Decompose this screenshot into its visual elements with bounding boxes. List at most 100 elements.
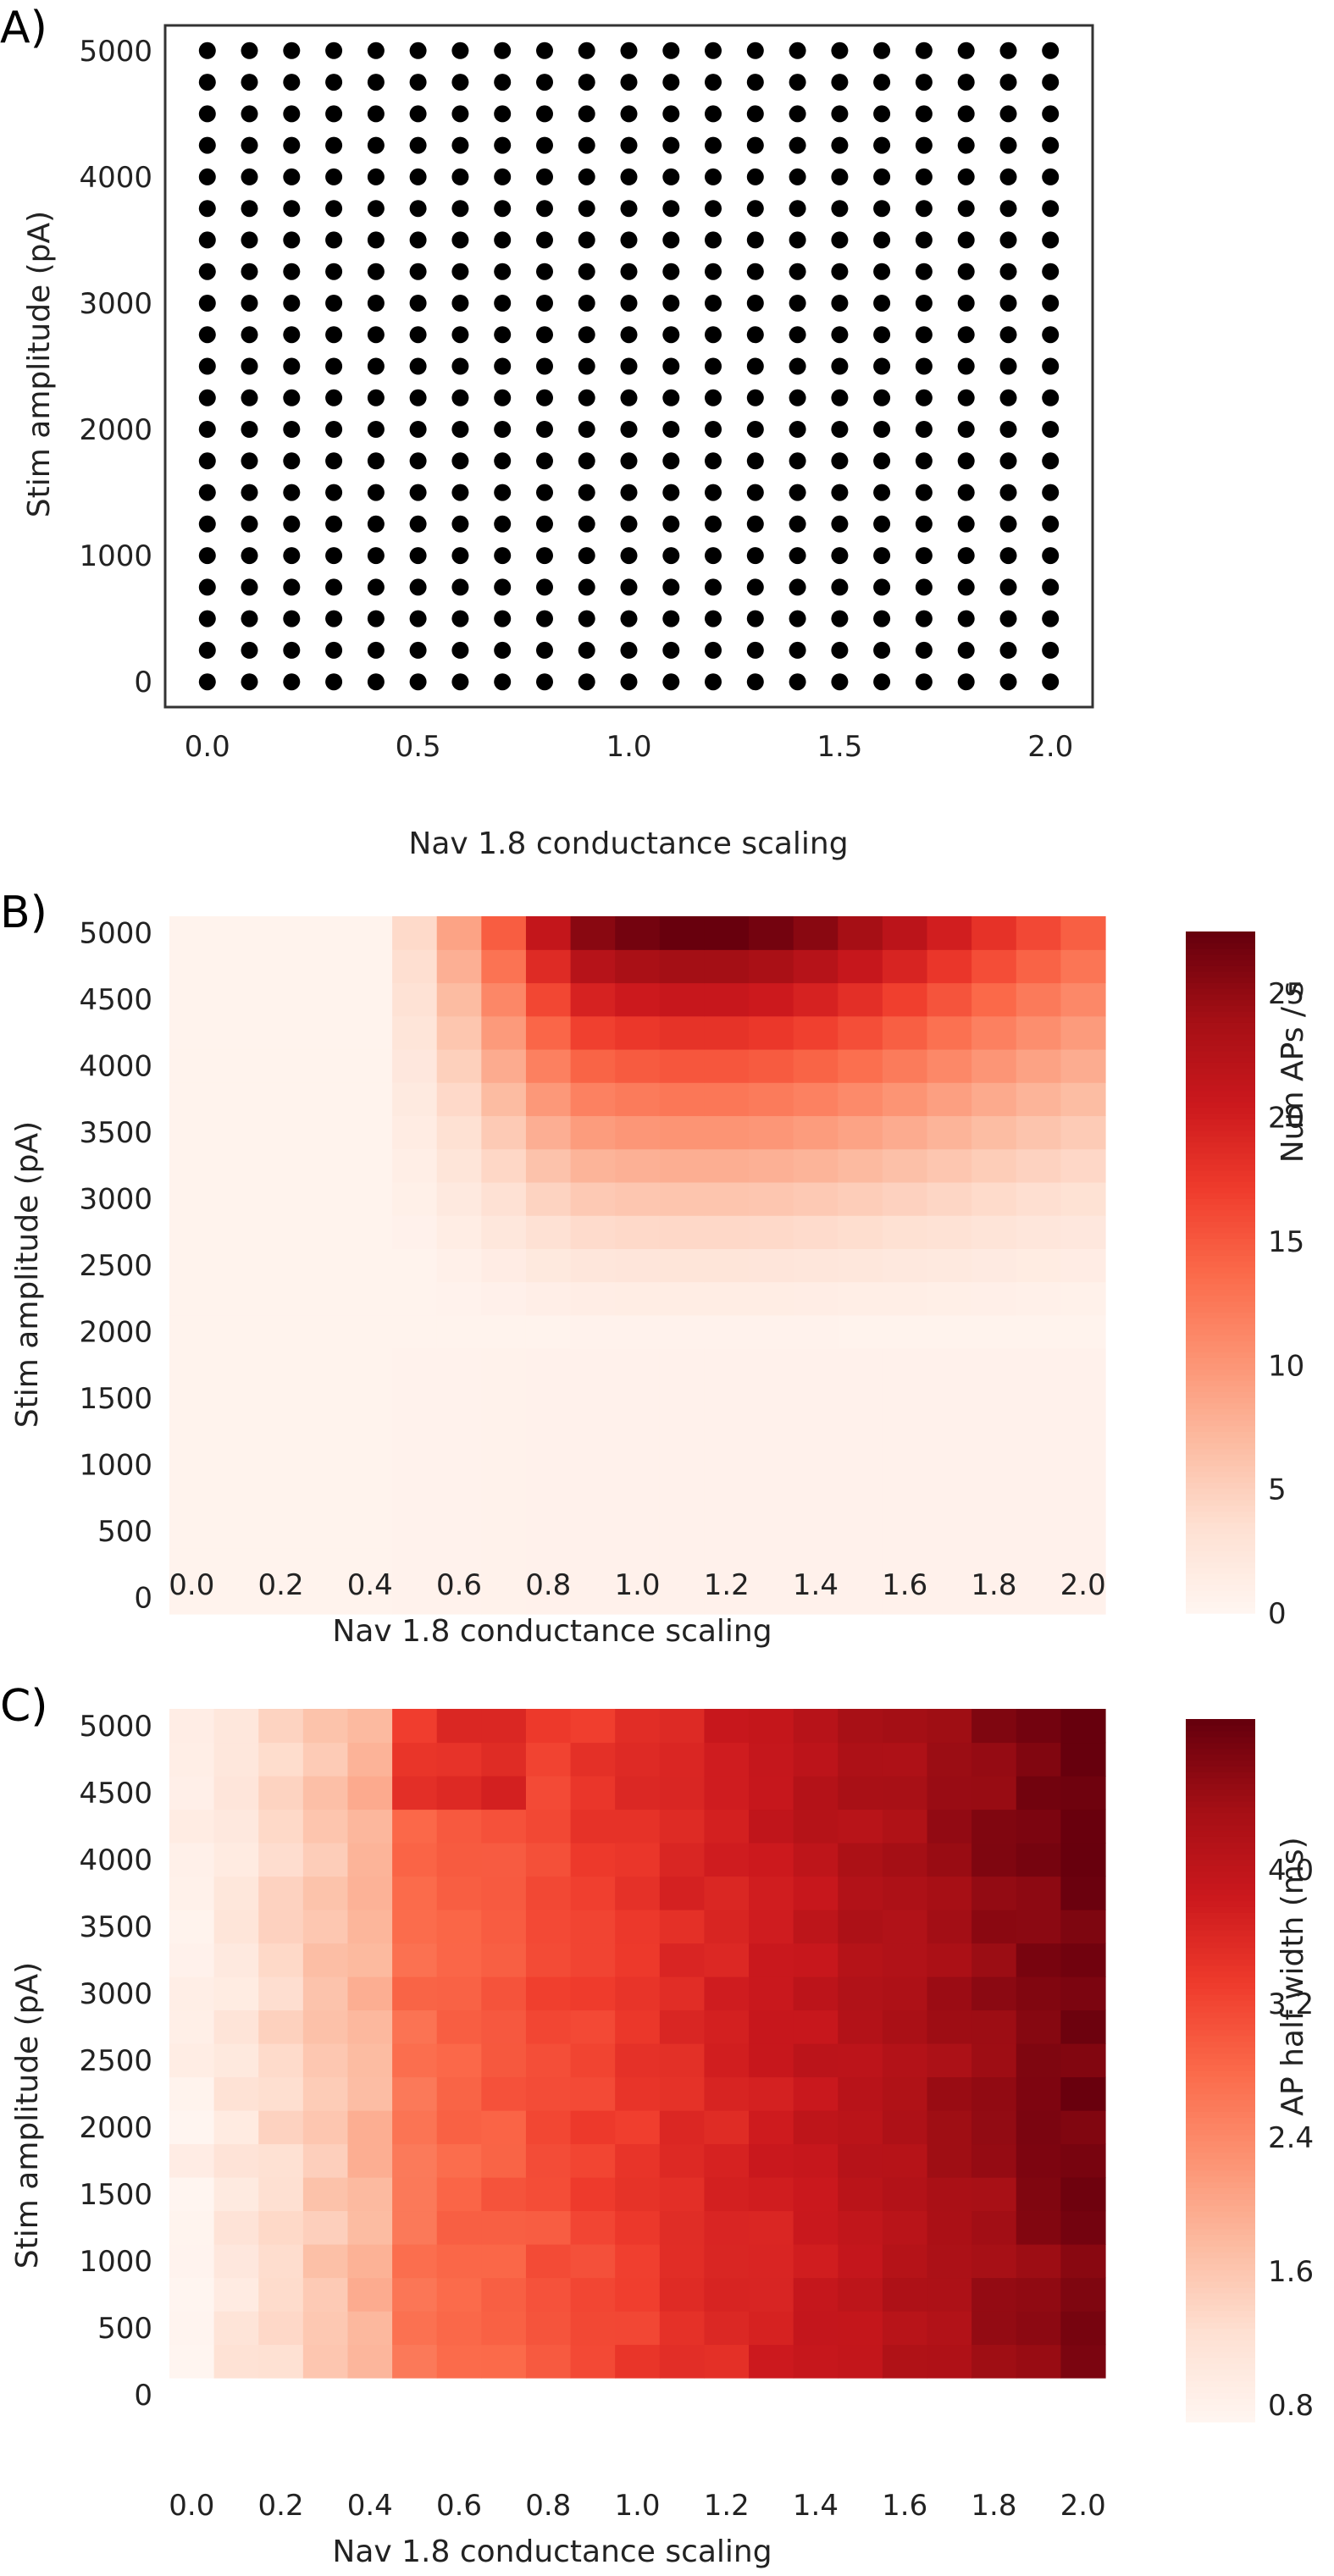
heatmap-cell xyxy=(927,1082,972,1117)
heatmap-cell xyxy=(1060,1215,1106,1249)
heatmap-cell xyxy=(1060,1709,1106,1744)
scatter-point xyxy=(915,74,933,91)
x-tick-label: 2.0 xyxy=(1027,730,1073,764)
heatmap-cell xyxy=(481,1215,527,1249)
heatmap-cell xyxy=(169,1148,215,1183)
heatmap-cell xyxy=(882,1809,928,1844)
heatmap-cell xyxy=(971,1742,1017,1777)
heatmap-cell xyxy=(793,1115,839,1150)
scatter-point xyxy=(241,578,258,596)
panel-a-y-label: Stim amplitude (pA) xyxy=(22,211,57,517)
heatmap-cell xyxy=(169,1580,215,1615)
scatter-point xyxy=(746,41,764,59)
heatmap-cell xyxy=(927,982,972,1017)
scatter-point xyxy=(578,547,595,565)
heatmap-cell xyxy=(302,1181,349,1216)
scatter-point xyxy=(578,41,595,59)
scatter-point xyxy=(620,168,638,185)
scatter-point xyxy=(957,200,975,218)
scatter-point xyxy=(283,515,301,533)
colorbar-segment xyxy=(1186,1147,1255,1154)
heatmap-cell xyxy=(1016,2043,1061,2078)
scatter-point xyxy=(831,41,849,59)
colorbar-segment xyxy=(1186,1175,1255,1182)
colorbar-segment xyxy=(1186,1289,1255,1296)
scatter-point xyxy=(957,641,975,659)
scatter-point xyxy=(409,515,427,533)
heatmap-cell xyxy=(1060,2143,1106,2178)
colorbar-segment xyxy=(1186,2222,1255,2230)
heatmap-cell xyxy=(481,2177,527,2212)
heatmap-cell xyxy=(704,1048,750,1083)
heatmap-cell xyxy=(927,1115,972,1150)
heatmap-cell xyxy=(570,1709,616,1744)
heatmap-cell xyxy=(838,2009,883,2044)
colorbar-segment xyxy=(1186,1988,1255,1995)
colorbar-segment xyxy=(1186,1783,1255,1790)
scatter-point xyxy=(536,515,553,533)
heatmap-cell xyxy=(347,1514,393,1549)
heatmap-cell xyxy=(704,982,750,1017)
colorbar-segment xyxy=(1186,1186,1255,1194)
scatter-point xyxy=(831,421,849,438)
heatmap-cell xyxy=(838,1910,883,1944)
heatmap-cell xyxy=(347,1910,393,1944)
heatmap-cell xyxy=(838,916,883,950)
heatmap-cell xyxy=(258,1580,304,1615)
heatmap-cell xyxy=(1016,2210,1061,2245)
scatter-point xyxy=(999,547,1017,565)
heatmap-cell xyxy=(749,1215,794,1249)
heatmap-cell xyxy=(615,2110,661,2145)
heatmap-cell xyxy=(704,1910,750,1944)
scatter-point xyxy=(367,389,385,406)
heatmap-cell xyxy=(749,1514,794,1549)
scatter-point xyxy=(1042,168,1060,185)
heatmap-cell xyxy=(258,1015,304,1050)
scatter-point xyxy=(789,326,806,344)
heatmap-cell xyxy=(749,2344,794,2379)
heatmap-cell xyxy=(213,2076,259,2111)
heatmap-cell xyxy=(793,2210,839,2245)
heatmap-cell xyxy=(481,1547,527,1582)
heatmap-cell xyxy=(749,2244,794,2279)
heatmap-cell xyxy=(347,982,393,1017)
heatmap-cell xyxy=(615,1082,661,1117)
heatmap-cell xyxy=(704,1181,750,1216)
heatmap-cell xyxy=(838,2110,883,2145)
colorbar-segment xyxy=(1186,1301,1255,1307)
colorbar-segment xyxy=(1186,1772,1255,1778)
scatter-point xyxy=(198,547,216,565)
colorbar-segment xyxy=(1186,2164,1255,2171)
scatter-point xyxy=(198,326,216,344)
heatmap-cell xyxy=(749,2076,794,2111)
heatmap-cell xyxy=(1060,1481,1106,1515)
heatmap-cell xyxy=(1060,1281,1106,1316)
panel-a-x-ticks: 0.0 0.5 1.0 1.5 2.0 xyxy=(185,730,1074,764)
colorbar-segment xyxy=(1186,1719,1255,1726)
colorbar-segment xyxy=(1186,1766,1255,1772)
heatmap-cell xyxy=(570,1181,616,1216)
heatmap-cell xyxy=(615,2311,661,2346)
scatter-point xyxy=(241,484,258,501)
heatmap-cell xyxy=(436,1314,482,1349)
heatmap-cell xyxy=(525,2110,572,2145)
colorbar-segment xyxy=(1186,1158,1255,1165)
heatmap-cell xyxy=(213,1148,259,1183)
scatter-point xyxy=(578,200,595,218)
y-tick-label: 5000 xyxy=(79,1710,152,1744)
heatmap-cell xyxy=(615,1709,661,1744)
heatmap-cell xyxy=(793,1381,839,1416)
heatmap-cell xyxy=(481,1876,527,1910)
colorbar-tick-label: 15 xyxy=(1268,1225,1304,1259)
heatmap-cell xyxy=(392,1910,438,1944)
heatmap-cell xyxy=(213,2344,259,2379)
heatmap-cell xyxy=(882,1048,928,1083)
scatter-point xyxy=(620,200,638,218)
heatmap-cell xyxy=(1060,2043,1106,2078)
heatmap-cell xyxy=(436,1876,482,1910)
colorbar-segment xyxy=(1186,1363,1255,1370)
heatmap-cell xyxy=(169,2009,215,2044)
heatmap-cell xyxy=(347,2244,393,2279)
scatter-point xyxy=(662,389,680,406)
heatmap-cell xyxy=(169,1181,215,1216)
